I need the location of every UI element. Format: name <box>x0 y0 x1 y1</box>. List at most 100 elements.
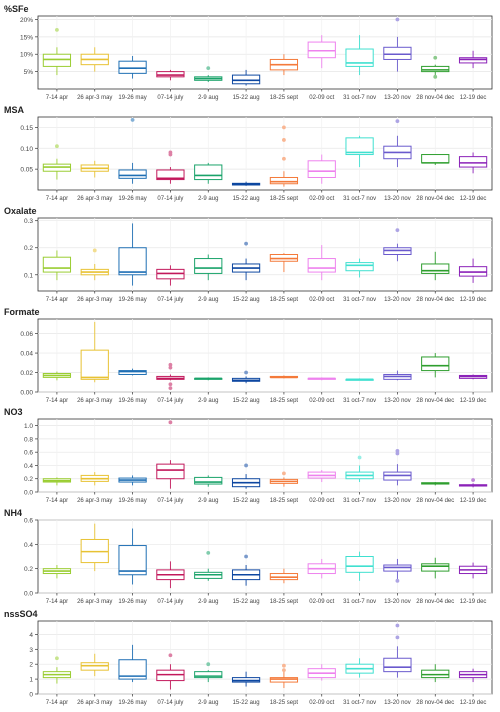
box-iqr <box>383 657 412 673</box>
box-12-19-dec <box>458 50 488 69</box>
box-31-oct-7-nov <box>345 455 374 483</box>
y-tick-label: 1 <box>29 677 33 684</box>
plot-area <box>37 519 493 594</box>
x-tick-label: 02-09 oct <box>309 398 334 404</box>
box-19-26-may <box>118 368 147 376</box>
x-tick-label: 13-20 nov <box>384 95 411 101</box>
x-tick-label: 26 apr-3 may <box>77 599 112 605</box>
y-tick-label: 0.6 <box>24 518 33 525</box>
x-tick-label: 18-25 sept <box>270 700 299 706</box>
x-tick-label: 15-22 aug <box>233 95 260 101</box>
y-tick-label: 0.8 <box>24 436 33 443</box>
box-iqr <box>458 156 488 168</box>
outlier-point <box>395 578 400 583</box>
x-tick-label: 13-20 nov <box>384 398 411 404</box>
outlier-point <box>395 448 400 453</box>
box-15-22-aug <box>231 554 261 586</box>
x-tick-label: 19-26 may <box>118 297 146 303</box>
x-tick-label: 02-09 oct <box>309 297 334 303</box>
box-31-oct-7-nov <box>345 378 374 381</box>
box-13-20-nov <box>383 623 412 678</box>
outlier-point <box>206 66 211 71</box>
box-iqr <box>118 370 147 375</box>
x-tick-label: 7-14 apr <box>46 498 68 504</box>
box-iqr <box>118 545 147 576</box>
box-18-25-sept <box>269 375 299 379</box>
box-26-apr-3-may <box>80 653 109 677</box>
box-iqr <box>118 659 147 680</box>
x-tick-label: 28 nov-04 dec <box>416 196 454 202</box>
x-tick-label: 7-14 apr <box>46 196 68 202</box>
box-07-14-july <box>156 362 185 391</box>
x-tick-label: 12-19 dec <box>460 95 487 101</box>
box-31-oct-7-nov <box>345 258 374 278</box>
x-tick-label: 19-26 may <box>118 498 146 504</box>
x-tick-label: 12-19 dec <box>460 196 487 202</box>
box-2-9-aug <box>194 254 223 281</box>
x-tick-label: 19-26 may <box>118 398 146 404</box>
box-19-26-may <box>118 528 147 585</box>
box-12-19-dec <box>458 258 488 283</box>
box-13-20-nov <box>383 448 412 486</box>
box-7-14-apr <box>42 144 72 180</box>
box-2-9-aug <box>194 550 223 581</box>
box-iqr <box>269 176 299 185</box>
x-tick-label: 13-20 nov <box>384 498 411 504</box>
panel--sfe: %SFe 5% 10% 15% 20% 7-14 apr 26 apr-3 may 19-26… <box>4 4 493 101</box>
box-26-apr-3-may <box>80 321 109 383</box>
y-tick-label: 0.00 <box>20 390 33 397</box>
box-26-apr-3-may <box>80 472 109 486</box>
box-26-apr-3-may <box>80 523 109 572</box>
box-iqr <box>421 563 450 572</box>
outlier-point <box>168 386 173 391</box>
outlier-point <box>206 662 211 667</box>
box-iqr <box>118 60 147 74</box>
y-tick-label: 4 <box>29 632 33 639</box>
x-tick-label: 26 apr-3 may <box>77 297 112 303</box>
box-iqr <box>458 57 488 64</box>
box-13-20-nov <box>383 228 412 262</box>
x-tick-label: 02-09 oct <box>309 196 334 202</box>
panel-oxalate: Oxalate 0.1 0.2 0.3 7-14 apr 26 apr-3 may 19-2… <box>4 206 493 303</box>
box-7-14-apr <box>42 565 72 579</box>
x-tick-label: 31 oct-7 nov <box>343 196 376 202</box>
box-iqr <box>194 476 223 485</box>
box-iqr <box>42 256 72 273</box>
x-tick-label: 31 oct-7 nov <box>343 599 376 605</box>
box-iqr <box>156 71 185 78</box>
box-7-14-apr <box>42 477 72 486</box>
x-tick-label: 07-14 july <box>157 700 183 706</box>
plot-area <box>37 418 493 493</box>
x-tick-label: 26 apr-3 may <box>77 196 112 202</box>
box-iqr <box>156 169 185 181</box>
box-iqr <box>421 356 450 372</box>
x-tick-label: 12-19 dec <box>460 498 487 504</box>
box-28-nov-04-dec <box>421 557 450 579</box>
box-15-22-aug <box>231 241 261 281</box>
y-tick-label: 0.2 <box>24 476 33 483</box>
x-tick-label: 19-26 may <box>118 196 146 202</box>
box-iqr <box>345 48 374 67</box>
box-19-26-may <box>118 118 147 184</box>
y-tick-label: 20% <box>20 17 33 24</box>
plot-area <box>37 116 493 191</box>
y-tick-label: 0.05 <box>20 167 33 174</box>
box-2-9-aug <box>194 662 223 683</box>
outlier-point <box>433 55 438 60</box>
box-26-apr-3-may <box>80 248 109 281</box>
outlier-point <box>357 455 362 460</box>
y-tick-label: 0.3 <box>24 218 33 225</box>
x-tick-label: 15-22 aug <box>233 498 260 504</box>
x-tick-label: 26 apr-3 may <box>77 398 112 404</box>
box-12-19-dec <box>458 668 488 683</box>
plot-area <box>37 318 493 393</box>
box-7-14-apr <box>42 371 72 381</box>
outlier-point <box>395 451 400 456</box>
box-19-26-may <box>118 223 147 286</box>
box-iqr <box>307 160 336 178</box>
box-07-14-july <box>156 265 185 286</box>
box-28-nov-04-dec <box>421 482 450 486</box>
x-tick-label: 02-09 oct <box>309 95 334 101</box>
x-tick-label: 7-14 apr <box>46 95 68 101</box>
box-02-09-oct <box>307 35 336 69</box>
